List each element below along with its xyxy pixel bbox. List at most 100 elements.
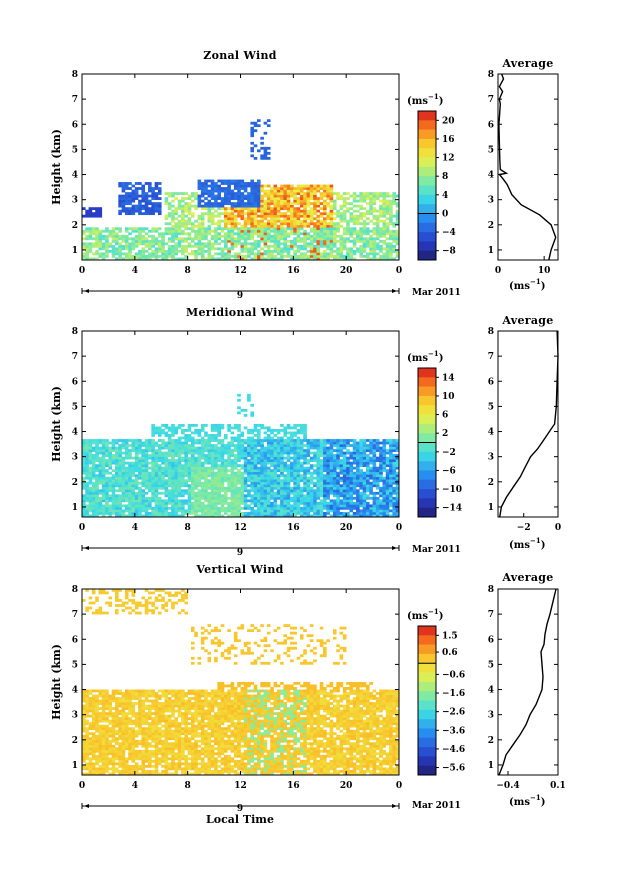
heatmap-cell [287, 202, 291, 205]
heatmap-cell [349, 215, 353, 218]
heatmap-cell [178, 484, 182, 487]
heatmap-cell [267, 439, 271, 442]
heatmap-cell [280, 237, 284, 240]
heatmap-cell [316, 227, 320, 230]
y-tick-label: 7 [488, 95, 494, 105]
heatmap-cell [300, 487, 304, 490]
heatmap-cell [389, 454, 393, 457]
heatmap-cell [198, 489, 202, 492]
heatmap-cell [300, 474, 304, 477]
heatmap-cell [204, 454, 208, 457]
heatmap-cell [290, 469, 294, 472]
heatmap-cell [99, 439, 103, 442]
heatmap-cell [188, 424, 192, 427]
heatmap-cell [155, 479, 159, 482]
heatmap-cell [95, 507, 99, 510]
heatmap-cell [356, 469, 360, 472]
heatmap-cell [336, 464, 340, 467]
heatmap-cell [254, 222, 258, 225]
heatmap-cell [237, 394, 241, 397]
heatmap-cell [369, 504, 373, 507]
heatmap-cell [290, 439, 294, 442]
heatmap-cell [379, 459, 383, 462]
heatmap-cell [211, 509, 215, 512]
heatmap-cell [188, 457, 192, 460]
heatmap-cell [247, 182, 251, 185]
heatmap-cell [297, 487, 301, 490]
heatmap-cell [151, 240, 155, 243]
heatmap-cell [283, 434, 287, 437]
heatmap-cell [303, 242, 307, 245]
heatmap-cell [161, 442, 165, 445]
heatmap-cell [346, 222, 350, 225]
heatmap-cell [155, 427, 159, 430]
heatmap-cell [204, 180, 208, 183]
heatmap-cell [313, 185, 317, 188]
heatmap-cell [244, 205, 248, 208]
heatmap-cell [237, 207, 241, 210]
heatmap-cell [95, 489, 99, 492]
heatmap-cell [264, 504, 268, 507]
heatmap-cell [99, 242, 103, 245]
heatmap-cell [181, 457, 185, 460]
heatmap-cell [260, 459, 264, 462]
heatmap-cell [343, 205, 347, 208]
heatmap-cell [326, 242, 330, 245]
heatmap-cell [211, 230, 215, 233]
heatmap-cell [389, 252, 393, 255]
heatmap-cell [132, 185, 136, 188]
heatmap-cell [115, 474, 119, 477]
heatmap-cell [257, 484, 261, 487]
heatmap-cell [99, 507, 103, 510]
heatmap-cell [283, 489, 287, 492]
heatmap-cell [257, 232, 261, 235]
heatmap-cell [274, 202, 278, 205]
heatmap-cell [112, 507, 116, 510]
heatmap-cell [171, 200, 175, 203]
heatmap-cell [379, 235, 383, 238]
heatmap-cell [244, 202, 248, 205]
heatmap-cell [267, 507, 271, 510]
heatmap-cell [125, 472, 129, 475]
heatmap-cell [85, 464, 89, 467]
heatmap-cell [118, 227, 122, 230]
heatmap-cell [207, 225, 211, 228]
heatmap-cell [128, 439, 132, 442]
heatmap-cell [287, 225, 291, 228]
heatmap-cell [158, 477, 162, 480]
heatmap-cell [128, 227, 132, 230]
heatmap-cell [389, 217, 393, 220]
heatmap-cell [293, 507, 297, 510]
heatmap-cell [188, 222, 192, 225]
heatmap-cell [188, 507, 192, 510]
heatmap-cell [260, 482, 264, 485]
heatmap-cell [148, 207, 152, 210]
heatmap-cell [145, 474, 149, 477]
heatmap-cell [254, 487, 258, 490]
heatmap-cell [115, 489, 119, 492]
heatmap-cell [250, 205, 254, 208]
heatmap-cell [369, 200, 373, 203]
heatmap-cell [389, 242, 393, 245]
heatmap-cell [224, 467, 228, 470]
heatmap-cell [389, 482, 393, 485]
colorbar-swatch [418, 251, 436, 261]
heatmap-cell [128, 477, 132, 480]
heatmap-cell [366, 444, 370, 447]
heatmap-cell [237, 197, 241, 200]
heatmap-cell [323, 467, 327, 470]
average-frame [498, 74, 558, 260]
heatmap-cell [211, 457, 215, 460]
heatmap-cell [122, 497, 126, 500]
colorbar-swatch [418, 111, 436, 121]
heatmap-cell [270, 429, 274, 432]
heatmap-cell [207, 459, 211, 462]
heatmap-cell [145, 197, 149, 200]
heatmap-cell [254, 227, 258, 230]
heatmap-cell [102, 235, 106, 238]
x-tick-label: 16 [287, 266, 300, 276]
heatmap-cell [231, 512, 235, 515]
heatmap-cell [184, 472, 188, 475]
heatmap-cell [112, 487, 116, 490]
heatmap-cell [280, 462, 284, 465]
